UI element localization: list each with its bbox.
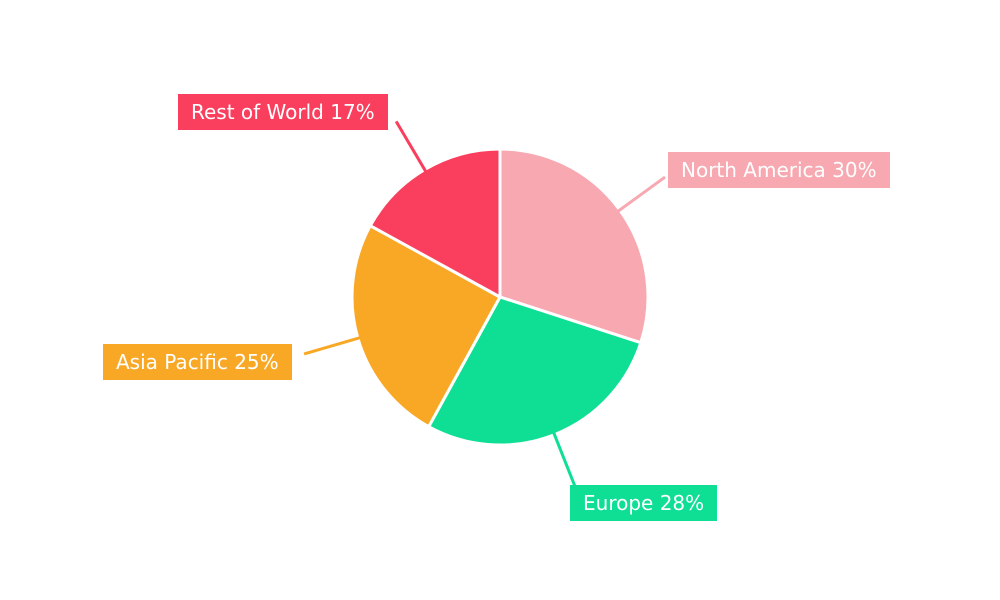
- leader-lines-group: [303, 120, 666, 488]
- pie-label-north-america: North America 30%: [668, 152, 890, 188]
- pie-label-europe: Europe 28%: [570, 485, 718, 521]
- pie-label-rest-of-world: Rest of World 17%: [178, 94, 388, 130]
- leader-line-north-america: [615, 175, 666, 214]
- leader-line-europe: [551, 430, 577, 488]
- pie-label-asia-pacific: Asia Pacific 25%: [103, 344, 292, 380]
- leader-line-rest-of-world: [394, 120, 428, 174]
- slices-group: [350, 147, 650, 447]
- leader-line-asia-pacific: [303, 335, 363, 356]
